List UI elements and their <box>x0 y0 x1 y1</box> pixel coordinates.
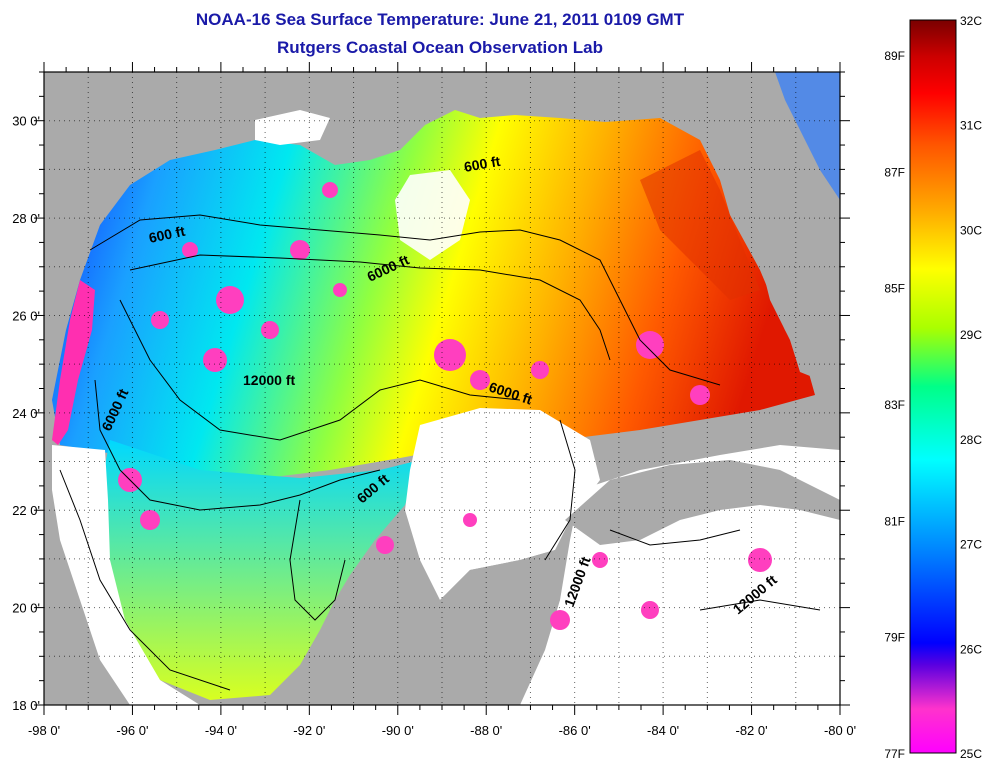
lon-tick-label: -88 0' <box>470 723 502 738</box>
colorbar-celsius-label: 29C <box>960 328 982 342</box>
map-subtitle: Rutgers Coastal Ocean Observation Lab <box>277 38 603 57</box>
contour-label: 12000 ft <box>243 372 295 388</box>
cold-coastal-edge <box>52 280 95 445</box>
atlantic-water <box>775 72 840 200</box>
latitude-labels: 18 0' 20 0' 22 0' 24 0' 26 0' 28 0' 30 0' <box>12 114 40 713</box>
florida-land <box>710 72 840 380</box>
colorbar-celsius-label: 31C <box>960 119 982 133</box>
colorbar-celsius-label: 26C <box>960 642 982 656</box>
lon-tick-label: -82 0' <box>735 723 767 738</box>
contour-label: 600 ft <box>147 223 186 246</box>
gulf-sst-north <box>52 110 815 480</box>
lat-tick-label: 18 0' <box>12 698 40 713</box>
colorbar-fahrenheit-labels: 89F 87F 85F 83F 81F 79F 77F <box>884 49 905 761</box>
map-title: NOAA-16 Sea Surface Temperature: June 21… <box>195 10 685 29</box>
lat-tick-label: 26 0' <box>12 308 40 323</box>
cuba-land <box>565 460 840 545</box>
lon-tick-label: -94 0' <box>205 723 237 738</box>
colorbar-fahrenheit-label: 87F <box>884 165 905 179</box>
lat-tick-label: 22 0' <box>12 503 40 518</box>
colorbar-fahrenheit-label: 83F <box>884 398 905 412</box>
lat-tick-label: 28 0' <box>12 211 40 226</box>
colorbar-fahrenheit-label: 81F <box>884 514 905 528</box>
tick-marks <box>34 62 850 715</box>
lon-tick-label: -80 0' <box>824 723 856 738</box>
gulf-sst-south <box>98 440 420 700</box>
longitude-labels: -98 0' -96 0' -94 0' -92 0' -90 0' -88 0' -86 … <box>28 723 856 738</box>
colorbar-celsius-label: 27C <box>960 538 982 552</box>
lon-tick-label: -98 0' <box>28 723 60 738</box>
colorbar-fahrenheit-label: 77F <box>884 747 905 761</box>
lat-tick-label: 20 0' <box>12 601 40 616</box>
lon-tick-label: -90 0' <box>382 723 414 738</box>
colorbar-celsius-label: 30C <box>960 223 982 237</box>
lon-tick-label: -96 0' <box>116 723 148 738</box>
contour-label: 600 ft <box>463 153 502 175</box>
yucatan-peninsula <box>420 550 560 705</box>
cloud-edge-speckles <box>118 182 772 630</box>
lon-tick-label: -84 0' <box>647 723 679 738</box>
lat-tick-label: 30 0' <box>12 114 40 129</box>
colorbar-celsius-label: 25C <box>960 747 982 761</box>
colorbar-celsius-labels: 32C 31C 30C 29C 28C 27C 26C 25C <box>960 14 982 761</box>
colorbar-fahrenheit-label: 79F <box>884 631 905 645</box>
lat-tick-label: 24 0' <box>12 406 40 421</box>
colorbar-celsius-label: 32C <box>960 14 982 28</box>
graticule <box>44 72 840 705</box>
colorbar-fahrenheit-label: 89F <box>884 49 905 63</box>
lon-tick-label: -86 0' <box>559 723 591 738</box>
colorbar-celsius-label: 28C <box>960 433 982 447</box>
lon-tick-label: -92 0' <box>293 723 325 738</box>
colorbar <box>909 19 957 754</box>
warm-core <box>640 150 760 300</box>
colorbar-fahrenheit-label: 85F <box>884 282 905 296</box>
